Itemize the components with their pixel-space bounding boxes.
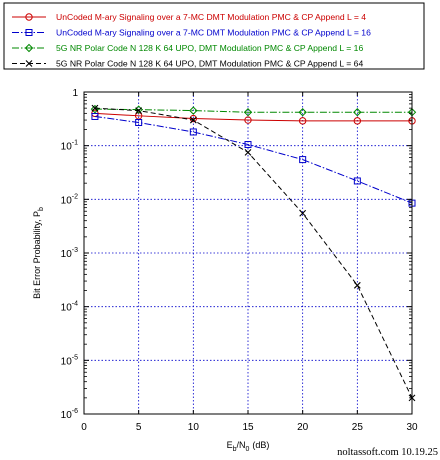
x-tick-label: 0: [81, 422, 87, 433]
data-point: [244, 116, 252, 124]
data-point: [135, 107, 143, 114]
data-point: [353, 108, 362, 117]
legend-entry-1: UnCoded M-ary Signaling over a 7-MC DMT …: [12, 12, 366, 22]
plot-area: 0 5 10 15 20 25 30 1 10-1 10-2 10-3 10-4 10-5 10-6: [61, 88, 418, 433]
x-tick-label: 10: [188, 422, 200, 433]
y-tick-label: 10-3: [61, 247, 78, 260]
legend-entry-2: UnCoded M-ary Signaling over a 7-MC DMT …: [12, 28, 371, 38]
y-tick-label: 10-6: [61, 408, 78, 421]
legend: UnCoded M-ary Signaling over a 7-MC DMT …: [3, 2, 425, 70]
data-point: [91, 104, 99, 112]
data-point: [189, 114, 198, 123]
series-2: [91, 112, 416, 207]
data-point: [298, 108, 307, 117]
data-point: [353, 177, 361, 185]
y-tick-label: 10-5: [61, 354, 78, 367]
x-tick-label: 25: [352, 422, 364, 433]
data-point: [299, 209, 307, 217]
grid: [84, 92, 412, 414]
legend-label: 5G NR Polar Code N 128 K 64 UPO, DMT Mod…: [56, 43, 363, 53]
legend-marker: [24, 43, 34, 53]
legend-marker: [25, 13, 33, 21]
legend-label: 5G NR Polar Code N 128 K 64 UPO, DMT Mod…: [56, 59, 363, 69]
legend-marker: [25, 29, 33, 36]
data-point: [189, 128, 197, 136]
data-point: [244, 141, 252, 149]
data-point: [135, 119, 143, 127]
data-point: [353, 281, 361, 289]
y-tick-label: 10-4: [61, 301, 78, 314]
data-point: [244, 148, 252, 156]
x-tick-label: 30: [406, 422, 418, 433]
data-point: [189, 116, 197, 124]
series-line: [94, 108, 412, 113]
x-axis-label: Eb/N0 (dB): [227, 440, 270, 453]
y-tick-label: 10-1: [61, 140, 78, 153]
y-tick-label: 10-2: [61, 193, 78, 206]
legend-entry-3: 5G NR Polar Code N 128 K 64 UPO, DMT Mod…: [12, 43, 363, 53]
data-point: [243, 108, 253, 117]
y-tick-label: 1: [72, 88, 78, 99]
series-layer: [90, 104, 417, 402]
legend-entry-4: 5G NR Polar Code N 128 K 64 UPO, DMT Mod…: [12, 59, 363, 69]
data-point: [299, 156, 307, 164]
y-axis-label: Bit Error Probability, Pb: [32, 207, 45, 299]
ticks: 0 5 10 15 20 25 30 1 10-1 10-2 10-3 10-4 10-5 10-6: [61, 88, 418, 433]
legend-label: UnCoded M-ary Signaling over a 7-MC DMT …: [56, 28, 371, 38]
legend-marker: [25, 60, 33, 67]
data-point: [91, 112, 99, 120]
watermark: noltassoft.com 10.19.25: [337, 447, 438, 458]
data-point: [298, 117, 307, 125]
series-4: [91, 104, 416, 402]
x-tick-label: 20: [297, 422, 309, 433]
x-tick-label: 15: [242, 422, 254, 433]
series-line: [94, 112, 412, 122]
series-line: [94, 115, 413, 204]
x-tick-label: 5: [136, 422, 142, 433]
legend-label: UnCoded M-ary Signaling over a 7-MC DMT …: [56, 12, 366, 22]
legend-frame: [3, 2, 425, 70]
data-point: [189, 106, 198, 115]
data-point: [353, 117, 362, 125]
